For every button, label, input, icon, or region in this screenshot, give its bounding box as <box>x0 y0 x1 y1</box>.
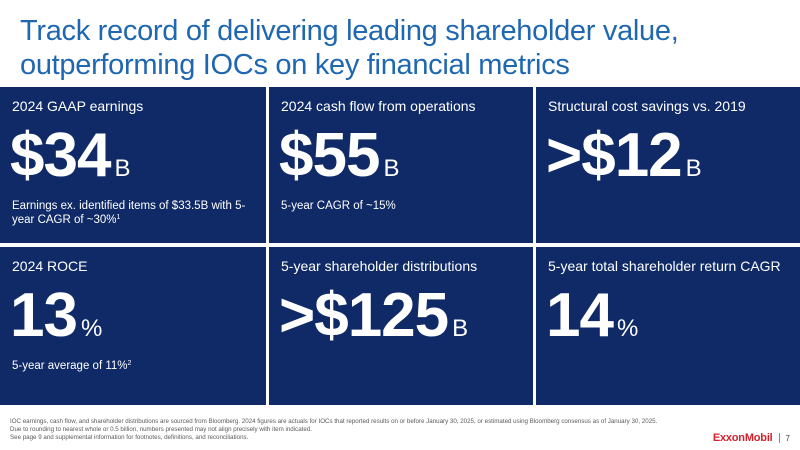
metric-unit: B <box>383 155 400 182</box>
card-label: 2024 cash flow from operations <box>281 98 476 114</box>
metric-unit: B <box>114 155 131 182</box>
card-label: 5-year total shareholder return CAGR <box>548 258 781 274</box>
footnote-line: Due to rounding to nearest whole or 0.5 … <box>10 426 312 433</box>
metric: 14 % <box>546 283 638 349</box>
metric-card-tsr-cagr: 5-year total shareholder return CAGR 14 … <box>536 247 800 405</box>
card-label: 5-year shareholder distributions <box>281 258 478 274</box>
title-line-1: Track record of delivering leading share… <box>20 15 679 47</box>
metric-unit: B <box>685 155 702 182</box>
exxonmobil-logo: ExxonMobil <box>712 432 773 444</box>
card-label: 2024 ROCE <box>12 258 88 274</box>
footnote-marker: 2 <box>127 360 132 367</box>
metric: $55 B <box>279 123 399 189</box>
metric-card-distributions: 5-year shareholder distributions >$125 B <box>269 247 533 405</box>
card-label: 2024 GAAP earnings <box>12 98 144 114</box>
metric-value: 14 <box>546 281 614 350</box>
card-note: Earnings ex. identified items of $33.5B … <box>12 199 252 227</box>
metric: >$12 B <box>546 123 702 189</box>
metric-unit: B <box>452 315 469 342</box>
card-note-text: 5-year CAGR of ~15% <box>281 200 396 212</box>
metric-card-gaap-earnings: 2024 GAAP earnings $34 B Earnings ex. id… <box>0 87 266 243</box>
footer-brand: ExxonMobil 7 <box>713 432 790 444</box>
metric: 13 % <box>10 283 102 349</box>
footnote-line: IOC earnings, cash flow, and shareholder… <box>10 418 658 425</box>
metric-value: $34 <box>10 121 111 190</box>
metric-value: 13 <box>10 281 78 350</box>
metrics-grid: 2024 GAAP earnings $34 B Earnings ex. id… <box>0 87 800 405</box>
card-note-text: Earnings ex. identified items of $33.5B … <box>12 200 246 226</box>
metric: $34 B <box>10 123 130 189</box>
metric-card-cash-flow: 2024 cash flow from operations $55 B 5-y… <box>269 87 533 243</box>
card-note-text: 5-year average of 11% <box>12 360 128 372</box>
metric: >$125 B <box>279 283 468 349</box>
card-label: Structural cost savings vs. 2019 <box>548 98 746 114</box>
metric-unit: % <box>616 315 639 342</box>
card-note: 5-year average of 11%2 <box>12 359 252 373</box>
page-number: 7 <box>785 433 790 443</box>
metric-value: >$125 <box>279 281 449 350</box>
metric-card-cost-savings: Structural cost savings vs. 2019 >$12 B <box>536 87 800 243</box>
metric-value: >$12 <box>546 121 683 190</box>
divider <box>778 433 780 443</box>
metric-unit: % <box>80 315 103 342</box>
metric-card-roce: 2024 ROCE 13 % 5-year average of 11%2 <box>0 247 266 405</box>
footnotes: IOC earnings, cash flow, and shareholder… <box>10 418 710 442</box>
footnote-marker: 1 <box>116 214 121 221</box>
page-title: Track record of delivering leading share… <box>20 14 780 82</box>
title-line-2: outperforming IOCs on key financial metr… <box>20 49 570 81</box>
card-note: 5-year CAGR of ~15% <box>281 199 521 213</box>
metric-value: $55 <box>279 121 380 190</box>
footnote-line: See page 9 and supplemental information … <box>10 434 249 441</box>
